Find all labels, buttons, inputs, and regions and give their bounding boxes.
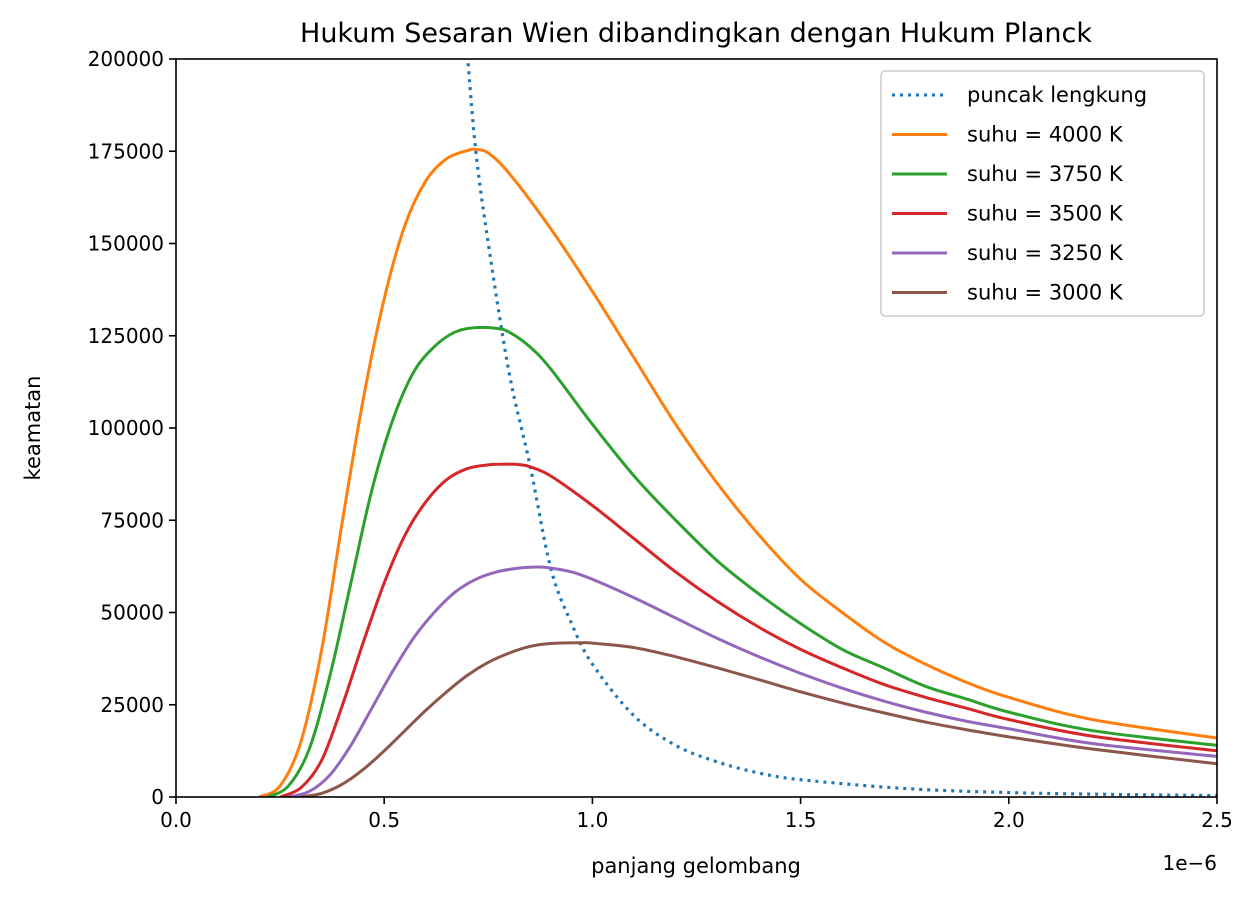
y-tick-label: 175000 (88, 139, 164, 163)
series-line-suhu-3000-k (300, 641, 1217, 797)
y-axis-label: keamatan (21, 376, 45, 481)
series-line-suhu-3500-k (279, 462, 1217, 797)
y-tick-label: 75000 (100, 508, 164, 532)
x-axis: 0.0 0.5 1.0 1.5 2.0 2.5 (160, 797, 1233, 832)
y-tick-label: 25000 (100, 693, 164, 717)
legend-label-suhu-4000-k: suhu = 4000 K (967, 123, 1124, 147)
legend-label-suhu-3500-k: suhu = 3500 K (967, 202, 1124, 226)
series-line-suhu-4000-k (258, 147, 1217, 797)
series-layer (258, 59, 1217, 797)
series-line-suhu-3250-k (288, 565, 1217, 797)
y-tick-label: 150000 (88, 232, 164, 256)
legend-label-suhu-3750-k: suhu = 3750 K (967, 162, 1124, 186)
legend-label-suhu-3250-k: suhu = 3250 K (967, 241, 1124, 265)
y-tick-label: 50000 (100, 601, 164, 625)
legend-label-suhu-3000-k: suhu = 3000 K (967, 281, 1124, 305)
y-tick-label: 125000 (88, 324, 164, 348)
series-line-suhu-3750-k (266, 325, 1217, 797)
x-axis-offset-label: 1e−6 (1162, 851, 1217, 875)
x-tick-label: 1.0 (576, 808, 608, 832)
y-tick-label: 200000 (88, 47, 164, 71)
x-tick-label: 2.5 (1201, 808, 1233, 832)
legend-box (880, 70, 1205, 317)
legend-label-puncak-lengkung: puncak lengkung (967, 83, 1147, 107)
x-tick-label: 0.5 (368, 808, 400, 832)
y-tick-label: 0 (151, 785, 164, 809)
x-axis-label: panjang gelombang (591, 854, 801, 878)
chart-title: Hukum Sesaran Wien dibandingkan dengan H… (300, 18, 1092, 49)
x-tick-label: 2.0 (993, 808, 1025, 832)
x-tick-label: 1.5 (785, 808, 817, 832)
legend: puncak lengkung suhu = 4000 K suhu = 3750 … (880, 70, 1205, 317)
y-axis: 0 25000 50000 75000 100000 125000 150000 175000… (88, 47, 176, 809)
y-tick-label: 100000 (88, 416, 164, 440)
x-tick-label: 0.0 (160, 808, 192, 832)
